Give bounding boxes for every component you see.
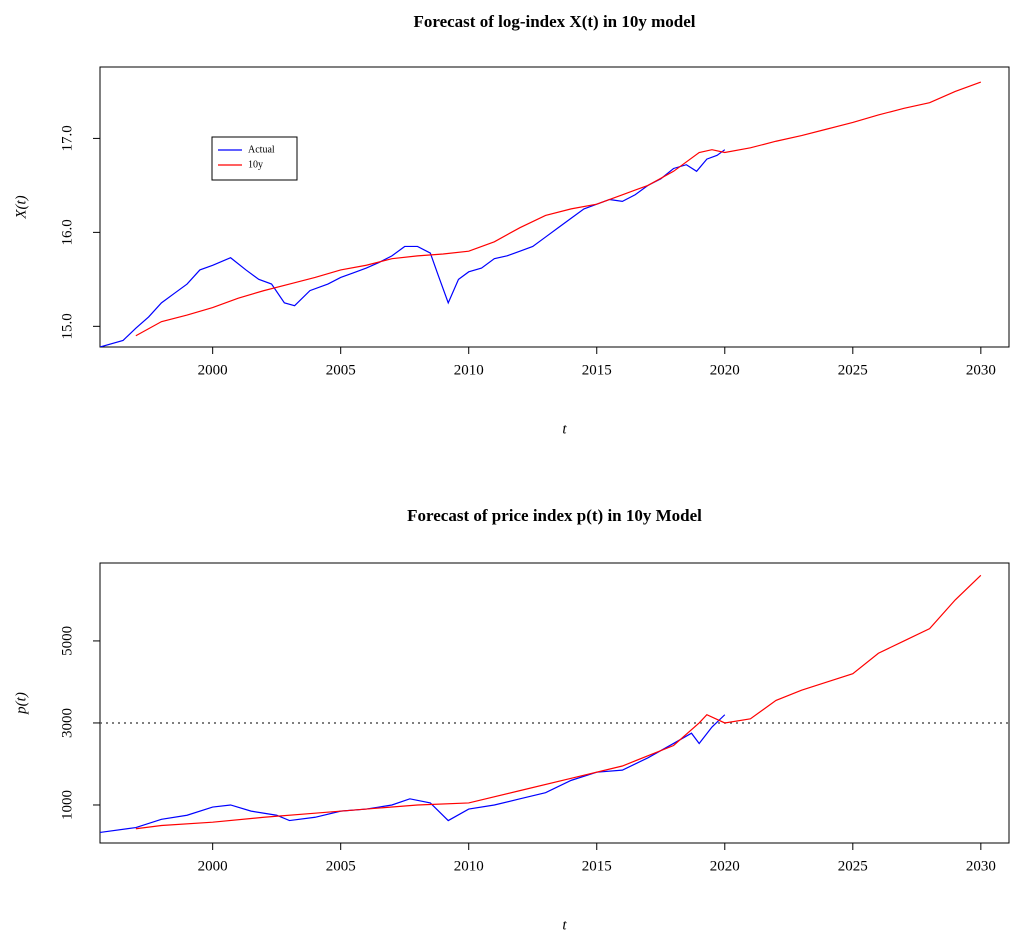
y-tick-label: 3000 — [59, 708, 75, 738]
x-tick-label: 2025 — [838, 858, 868, 874]
x-axis-label: t — [562, 917, 567, 930]
y-tick-label: 15.0 — [59, 313, 75, 339]
x-tick-label: 2025 — [838, 362, 868, 378]
series-line — [135, 574, 982, 830]
series-line — [135, 81, 982, 337]
x-tick-label: 2005 — [326, 858, 356, 874]
x-tick-label: 2000 — [198, 858, 228, 874]
x-tick-label: 2015 — [582, 858, 612, 874]
chart-title: Forecast of price index p(t) in 10y Mode… — [407, 506, 702, 525]
legend-box — [211, 136, 298, 181]
plot-box — [99, 562, 1010, 844]
legend-label: 10y — [248, 159, 263, 170]
y-tick-label: 16.0 — [59, 219, 75, 245]
x-tick-label: 2005 — [326, 362, 356, 378]
y-axis-label: X(t) — [13, 195, 29, 219]
x-tick-label: 2010 — [454, 362, 484, 378]
x-tick-label: 2030 — [966, 362, 996, 378]
chart-title: Forecast of log-index X(t) in 10y model — [413, 12, 695, 31]
x-tick-label: 2015 — [582, 362, 612, 378]
series-line — [100, 714, 726, 834]
x-axis-label: t — [562, 421, 567, 437]
x-tick-label: 2020 — [710, 362, 740, 378]
y-tick-label: 5000 — [59, 626, 75, 656]
y-tick-label: 1000 — [59, 790, 75, 820]
x-tick-label: 2020 — [710, 858, 740, 874]
legend-label: Actual — [248, 144, 275, 155]
series-line — [100, 149, 726, 347]
plot-box — [99, 66, 1010, 348]
y-tick-label: 17.0 — [59, 125, 75, 151]
y-axis-label: p(t) — [13, 692, 29, 715]
x-tick-label: 2030 — [966, 858, 996, 874]
x-tick-label: 2000 — [198, 362, 228, 378]
x-tick-label: 2010 — [454, 858, 484, 874]
